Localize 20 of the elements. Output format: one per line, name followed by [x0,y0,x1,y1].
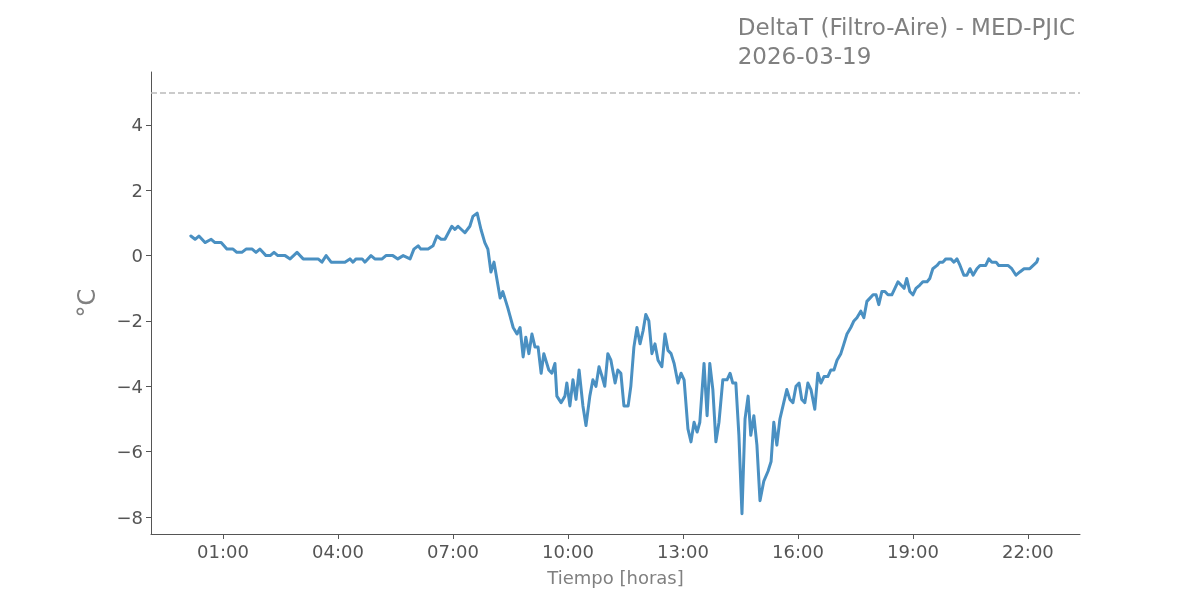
x-tick-label: 16:00 [771,540,824,562]
x-tick-label: 10:00 [542,540,594,562]
chart-subtitle: 2026-03-19 [737,42,872,69]
y-axis-title: °C [73,288,101,318]
y-tick-label: −2 [116,310,143,332]
y-tick-label: −8 [116,506,143,528]
x-tick-label: 13:00 [657,540,709,562]
x-tick-label: 07:00 [427,540,479,562]
y-tick-label: −4 [116,375,143,397]
x-tick-label: 19:00 [886,540,939,562]
x-tick-label: 01:00 [197,540,249,562]
x-tick-label: 04:00 [312,540,364,562]
y-tick-label: 2 [131,179,143,201]
y-tick-label: 0 [131,245,143,267]
y-tick-label: 4 [131,114,143,136]
x-tick-label: 22:00 [1001,540,1054,562]
chart-title: DeltaT (Filtro-Aire) - MED-PJIC [737,13,1075,40]
line-series [189,211,1040,516]
y-tick-label: −6 [116,441,143,463]
x-axis-title: Tiempo [horas] [546,566,684,588]
